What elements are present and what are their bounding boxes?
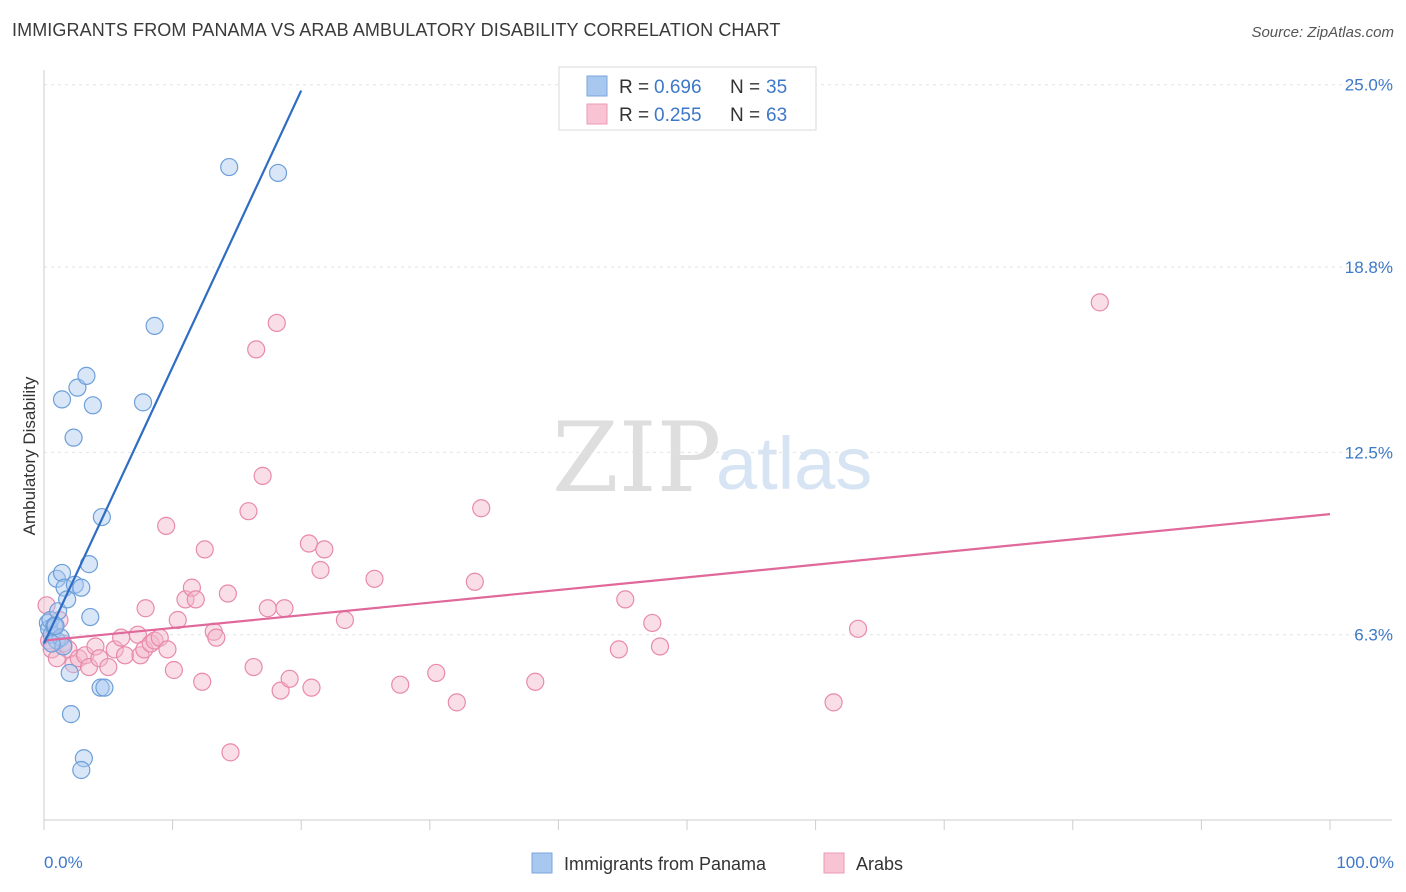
data-point-panama: [60, 663, 79, 683]
data-point-arabs: [609, 640, 628, 659]
data-point-arabs: [193, 672, 212, 691]
data-point-panama: [74, 749, 93, 768]
y-tick-label: 12.5%: [1345, 443, 1393, 462]
data-point-arabs: [643, 613, 662, 633]
data-point-panama: [95, 678, 114, 697]
data-point-arabs: [157, 516, 176, 535]
data-point-arabs: [182, 578, 201, 597]
series-arabs-trendline: [43, 513, 1331, 642]
data-point-panama: [72, 578, 91, 597]
data-point-arabs: [365, 569, 384, 588]
data-point-arabs: [315, 540, 334, 559]
data-point-arabs: [207, 628, 226, 647]
data-point-panama: [83, 396, 102, 415]
data-point-arabs: [164, 660, 183, 680]
data-point-arabs: [311, 560, 330, 580]
data-point-arabs: [253, 466, 272, 485]
legend-r-value-2: 0.255: [654, 105, 702, 126]
data-point-arabs: [267, 313, 286, 333]
correlation-legend: R = 0.696 N = 35 R = 0.255 N = 63: [558, 66, 817, 131]
data-point-arabs: [335, 610, 355, 630]
data-point-panama: [145, 316, 164, 335]
data-point-arabs: [158, 640, 177, 659]
data-point-panama: [77, 366, 96, 385]
y-tick-label: 18.8%: [1345, 258, 1393, 277]
data-point-arabs: [176, 590, 195, 609]
data-point-arabs: [136, 599, 155, 618]
data-point-arabs: [427, 663, 446, 683]
data-point-panama: [81, 607, 100, 627]
data-point-arabs: [186, 590, 205, 609]
watermark-atlas: atlas: [716, 422, 872, 505]
data-point-arabs: [258, 599, 277, 618]
legend-n-value-2: 63: [766, 105, 787, 126]
data-point-arabs: [650, 637, 670, 656]
data-point-panama: [61, 705, 81, 724]
data-point-arabs: [105, 640, 124, 659]
gridlines: [44, 84, 1392, 636]
data-point-panama: [52, 563, 72, 583]
data-point-arabs: [275, 599, 294, 618]
legend-n-value-1: 35: [766, 77, 787, 98]
legend-r-value-1: 0.696: [654, 77, 702, 98]
data-point-arabs: [239, 502, 258, 521]
legend-n-label-2: N =: [730, 105, 760, 126]
data-point-arabs: [824, 693, 843, 712]
series-legend: Immigrants from Panama Arabs: [531, 852, 903, 874]
data-point-arabs: [616, 590, 635, 609]
watermark-zip: ZIP: [552, 402, 721, 514]
bottom-legend-label-arabs: Arabs: [856, 854, 903, 874]
watermark: ZIP atlas: [552, 402, 872, 514]
bottom-legend-swatch-panama: [531, 852, 553, 874]
legend-n-label-1: N =: [730, 77, 760, 98]
data-point-arabs: [99, 657, 118, 677]
series-panama-trendline: [43, 90, 303, 644]
data-point-arabs: [447, 693, 466, 712]
data-point-panama: [268, 163, 288, 183]
series-arabs-points: [37, 293, 1109, 762]
data-point-arabs: [221, 743, 240, 762]
data-point-arabs: [391, 675, 410, 694]
data-point-arabs: [247, 340, 266, 359]
data-point-panama: [91, 678, 110, 697]
data-point-panama: [220, 157, 239, 177]
legend-swatch-arabs: [586, 103, 608, 125]
data-point-arabs: [145, 631, 164, 650]
data-point-arabs: [218, 584, 237, 603]
data-point-arabs: [299, 534, 319, 553]
data-point-arabs: [280, 669, 299, 688]
data-point-arabs: [244, 657, 263, 677]
legend-r-label-1: R =: [619, 77, 649, 98]
data-point-arabs: [1090, 293, 1109, 312]
data-point-arabs: [302, 678, 321, 697]
legend-r-label-2: R =: [619, 105, 649, 126]
data-point-arabs: [115, 646, 135, 665]
y-axis-label: Ambulatory Disability: [20, 376, 39, 535]
data-point-arabs: [848, 619, 868, 638]
series-panama-points: [38, 157, 288, 780]
data-point-arabs: [37, 596, 56, 615]
legend-swatch-panama: [586, 75, 608, 97]
x-tick-label-max: 100.0%: [1336, 853, 1394, 872]
data-point-arabs: [472, 499, 491, 518]
data-point-arabs: [465, 572, 484, 591]
x-tick-label-min: 0.0%: [44, 853, 83, 872]
data-point-panama: [133, 393, 153, 412]
y-tick-label: 6.3%: [1354, 626, 1393, 645]
bottom-legend-label-panama: Immigrants from Panama: [564, 854, 767, 874]
data-point-arabs: [526, 672, 545, 691]
data-point-panama: [52, 390, 72, 409]
y-tick-label: 25.0%: [1345, 76, 1393, 95]
data-point-panama: [64, 428, 83, 447]
x-axis-ticks: [43, 820, 1331, 830]
chart-title: IMMIGRANTS FROM PANAMA VS ARAB AMBULATOR…: [12, 20, 781, 40]
source-label: Source: ZipAtlas.com: [1251, 24, 1394, 41]
data-point-arabs: [86, 637, 105, 656]
data-point-arabs: [195, 540, 214, 559]
data-point-panama: [72, 760, 91, 780]
bottom-legend-swatch-arabs: [823, 852, 845, 874]
y-tick-labels: 6.3% 12.5% 18.8% 25.0%: [1345, 76, 1393, 645]
